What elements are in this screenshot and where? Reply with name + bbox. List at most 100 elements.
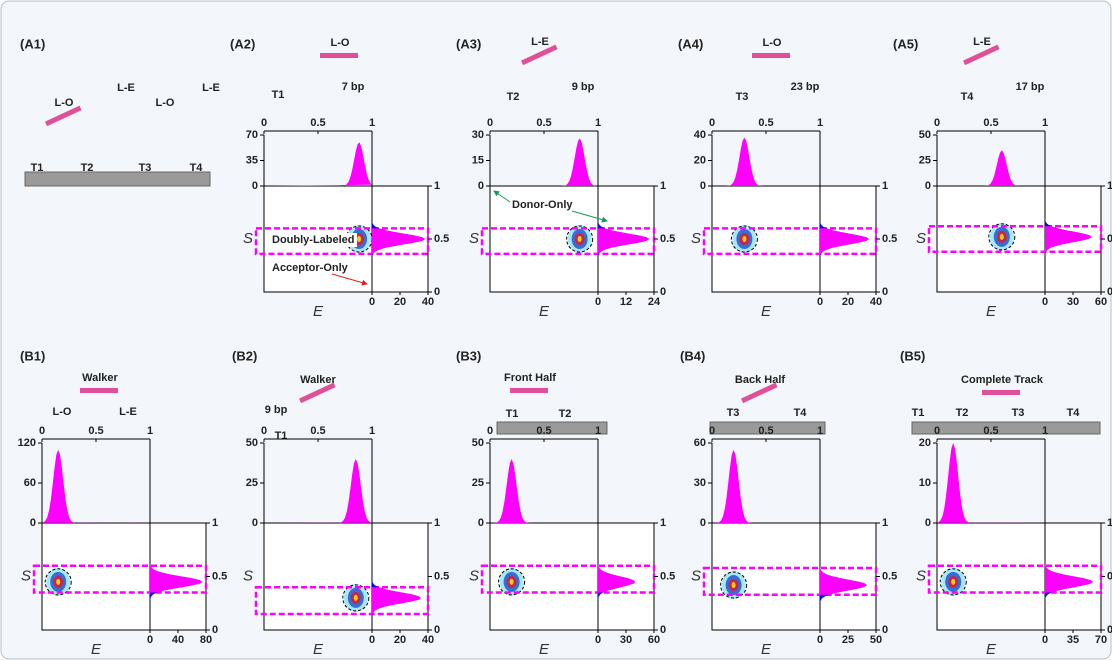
y-axis-label: S (916, 567, 926, 584)
fret-cluster (1000, 234, 1004, 240)
x-tick-label: 40 (422, 634, 434, 646)
x-axis-label: E (91, 641, 102, 658)
schematic-label: L-O (331, 37, 350, 49)
y-axis-label: S (469, 567, 479, 584)
y-tick-label: 0 (30, 517, 36, 529)
y-tick-label: 0 (478, 517, 484, 529)
x-tick-label: 30 (1067, 296, 1079, 308)
walker-leg (510, 388, 548, 393)
y-tick-label: 50 (472, 437, 484, 449)
y-tick-label: 0.5 (434, 233, 449, 245)
schematic-label: Complete Track (961, 374, 1044, 386)
fret-cluster (357, 236, 361, 242)
fret-cluster (354, 595, 358, 601)
x-tick-label: 0 (934, 425, 940, 437)
x-tick-label: 0 (261, 425, 267, 437)
y-tick-label: 50 (919, 129, 931, 141)
y-tick-label: 1 (1107, 517, 1112, 529)
y-axis-label: S (691, 230, 701, 247)
y-tick-label: 120 (18, 437, 36, 449)
x-tick-label: 60 (648, 634, 660, 646)
schematic-label: T2 (81, 162, 94, 174)
schematic-label: Walker (82, 372, 118, 384)
schematic-label: T4 (1067, 407, 1081, 419)
panel-label: (A1) (20, 36, 45, 51)
x-tick-label: 0 (1042, 296, 1048, 308)
y-tick-label: 0 (882, 286, 888, 298)
y-tick-label: 0.5 (660, 570, 675, 582)
schematic-label: T1 (31, 162, 44, 174)
y-axis-label: S (469, 230, 479, 247)
schematic-label: T3 (727, 407, 740, 419)
y-tick-label: 25 (472, 477, 484, 489)
y-tick-label: 1 (434, 180, 440, 192)
x-tick-label: 1 (595, 117, 601, 129)
fret-cluster (951, 579, 955, 585)
schematic-label: L-E (531, 36, 549, 48)
track-schematic (912, 422, 1100, 434)
x-tick-label: 0.5 (310, 117, 325, 129)
y-axis-label: S (916, 230, 926, 247)
y-axis-label: S (243, 230, 253, 247)
schematic-label: L-O (156, 97, 175, 109)
x-tick-label: 0 (487, 425, 493, 437)
walker-leg (320, 53, 358, 58)
scatter-frame (712, 186, 820, 292)
schematic-label: L-O (53, 406, 72, 418)
schematic-label: 23 bp (791, 81, 820, 93)
y-tick-label: 0 (925, 180, 931, 192)
panel-label: (B1) (20, 348, 45, 363)
schematic-label: T3 (736, 91, 749, 103)
annotation: Doubly-Labeled (272, 234, 355, 246)
schematic-label: T4 (961, 91, 975, 103)
y-tick-label: 0 (925, 517, 931, 529)
y-tick-label: 1 (882, 180, 888, 192)
x-tick-label: 40 (172, 634, 184, 646)
y-tick-label: 0 (478, 180, 484, 192)
panel-label: (A4) (678, 36, 703, 51)
x-tick-label: 1 (1042, 425, 1048, 437)
schematic-label: T4 (190, 162, 204, 174)
y-tick-label: 0.5 (660, 233, 675, 245)
x-tick-label: 20 (842, 296, 854, 308)
x-tick-label: 0 (369, 296, 375, 308)
y-tick-label: 30 (472, 129, 484, 141)
panel-label: (A5) (893, 36, 918, 51)
y-tick-label: 0 (700, 517, 706, 529)
y-tick-label: 10 (919, 477, 931, 489)
walker-leg (80, 388, 118, 393)
y-tick-label: 1 (660, 180, 666, 192)
x-tick-label: 0 (709, 117, 715, 129)
x-axis-label: E (986, 641, 997, 658)
x-axis-label: E (313, 641, 324, 658)
schematic-label: L-O (763, 37, 782, 49)
y-tick-label: 0.5 (882, 233, 897, 245)
x-tick-label: 0 (709, 425, 715, 437)
y-tick-label: 20 (919, 437, 931, 449)
x-tick-label: 25 (842, 634, 854, 646)
x-tick-label: 1 (817, 117, 823, 129)
schematic-label: L-E (119, 406, 137, 418)
x-tick-label: 0 (934, 117, 940, 129)
y-tick-label: 0 (700, 180, 706, 192)
x-tick-label: 1 (595, 425, 601, 437)
x-tick-label: 0.5 (536, 117, 551, 129)
panel-label: (B3) (456, 348, 481, 363)
y-tick-label: 30 (694, 477, 706, 489)
x-tick-label: 0 (595, 296, 601, 308)
y-tick-label: 50 (246, 437, 258, 449)
fret-cluster (56, 579, 60, 585)
figure: (A1)L-OL-EL-OL-ET1T2T3T4(A2)L-O7 bpT100.… (0, 0, 1112, 660)
schematic-label: T1 (272, 89, 285, 101)
track-schematic (25, 172, 210, 186)
x-tick-label: 35 (1067, 634, 1079, 646)
x-axis-label: E (539, 303, 550, 320)
y-tick-label: 0 (882, 624, 888, 636)
y-axis-label: S (691, 567, 701, 584)
panel-label: (A3) (456, 36, 481, 51)
y-tick-label: 0 (212, 624, 218, 636)
x-tick-label: 0 (147, 634, 153, 646)
x-tick-label: 20 (394, 296, 406, 308)
panel-label: (B2) (232, 348, 257, 363)
schematic-label: T3 (1012, 407, 1025, 419)
